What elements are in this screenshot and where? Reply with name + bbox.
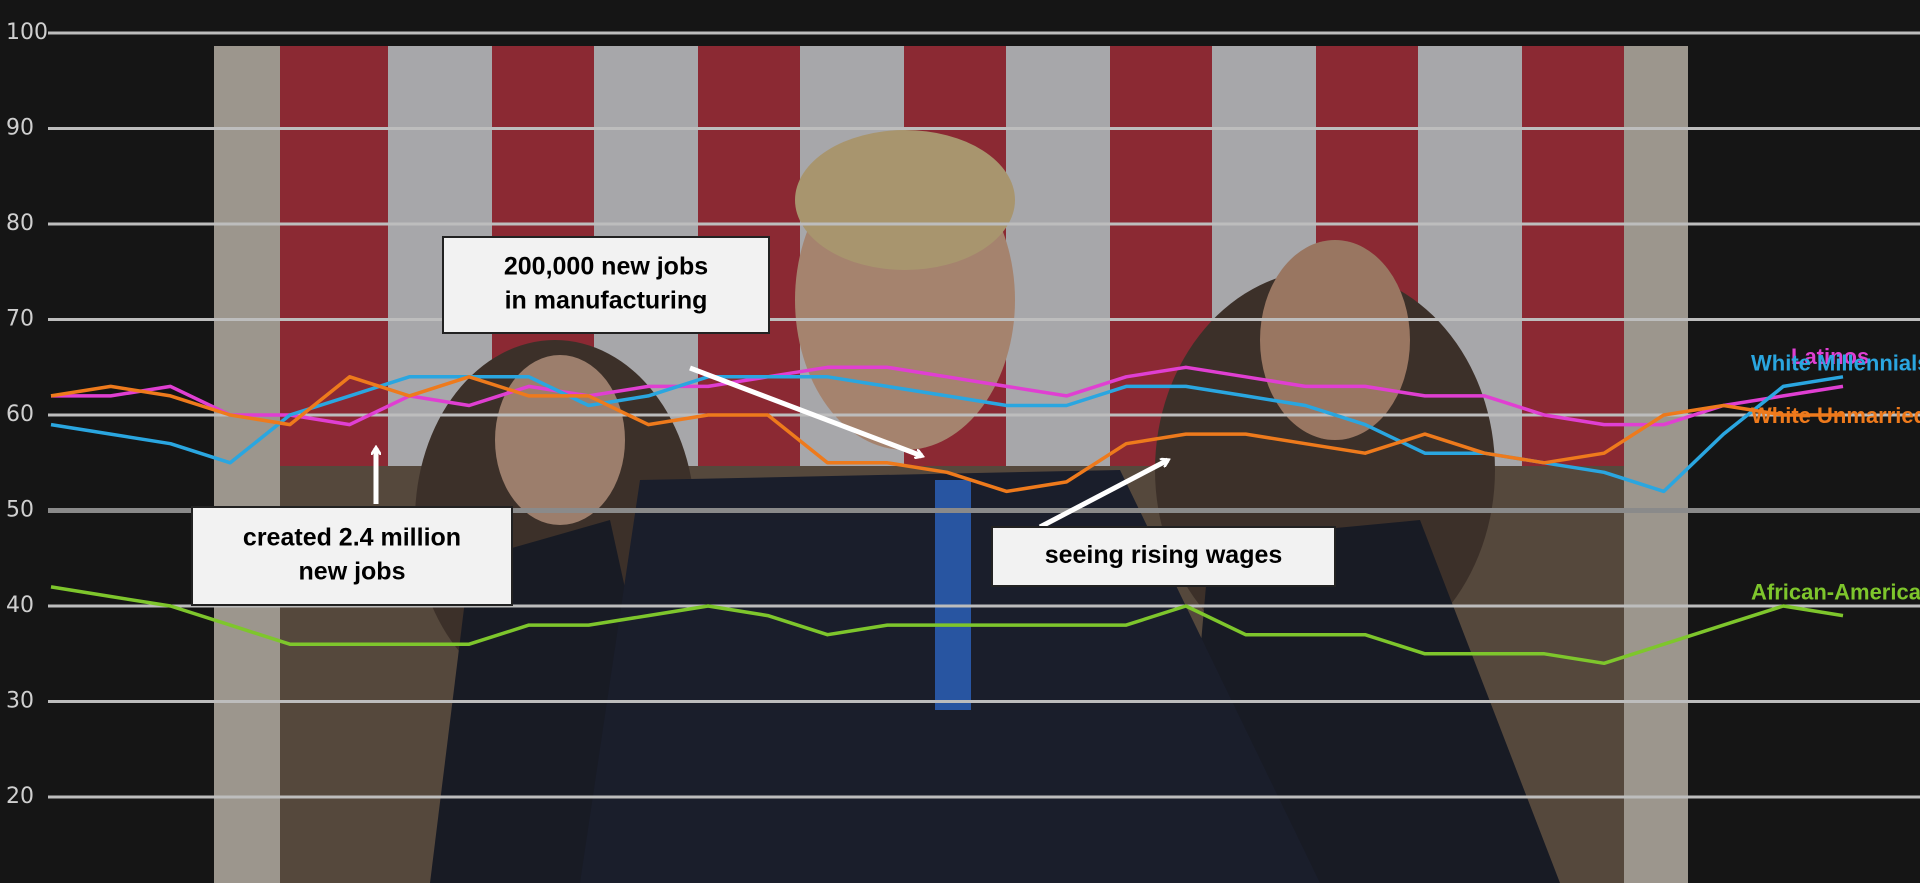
annotation-text: 200,000 new jobs (504, 253, 708, 281)
y-tick-label: 50 (6, 498, 34, 523)
annotation: created 2.4 million new jobs (191, 448, 513, 606)
grid: 20 30 40 50 60 70 80 90 100 (6, 20, 1920, 809)
annotation-arrow (1038, 460, 1168, 530)
y-tick-label: 60 (6, 402, 34, 427)
y-tick-label: 20 (6, 784, 34, 809)
y-tick-label: 40 (6, 593, 34, 618)
series-line (50, 585, 1844, 666)
annotation-text: new jobs (299, 558, 406, 586)
series-line (51, 365, 1844, 427)
annotation-text: created 2.4 million (243, 524, 461, 552)
y-tick-label: 80 (6, 211, 34, 236)
series-label: White Unmarried Women (1751, 403, 1920, 428)
lines (50, 365, 1844, 666)
annotation: seeing rising wages (991, 460, 1336, 587)
y-tick-label: 30 (6, 689, 34, 714)
y-tick-label: 100 (6, 20, 48, 45)
y-tick-label: 90 (6, 116, 34, 141)
series-label: African-Americans (1751, 579, 1920, 604)
annotation-text: seeing rising wages (1045, 541, 1283, 569)
annotation-text: in manufacturing (505, 287, 708, 315)
annotation-arrow (689, 365, 922, 456)
series-label: White Millennials (1751, 351, 1920, 376)
annotation-box (442, 236, 770, 334)
series-line (50, 375, 1843, 494)
series-label: Latinos (1791, 344, 1869, 369)
annotation: 200,000 new jobs in manufacturing (442, 236, 922, 456)
annotation-box (991, 526, 1336, 587)
backdrop-photo (214, 46, 1688, 883)
y-tick-label: 70 (6, 307, 34, 332)
annotation-box (191, 506, 513, 606)
annotations: 200,000 new jobs in manufacturing created … (191, 236, 1336, 606)
